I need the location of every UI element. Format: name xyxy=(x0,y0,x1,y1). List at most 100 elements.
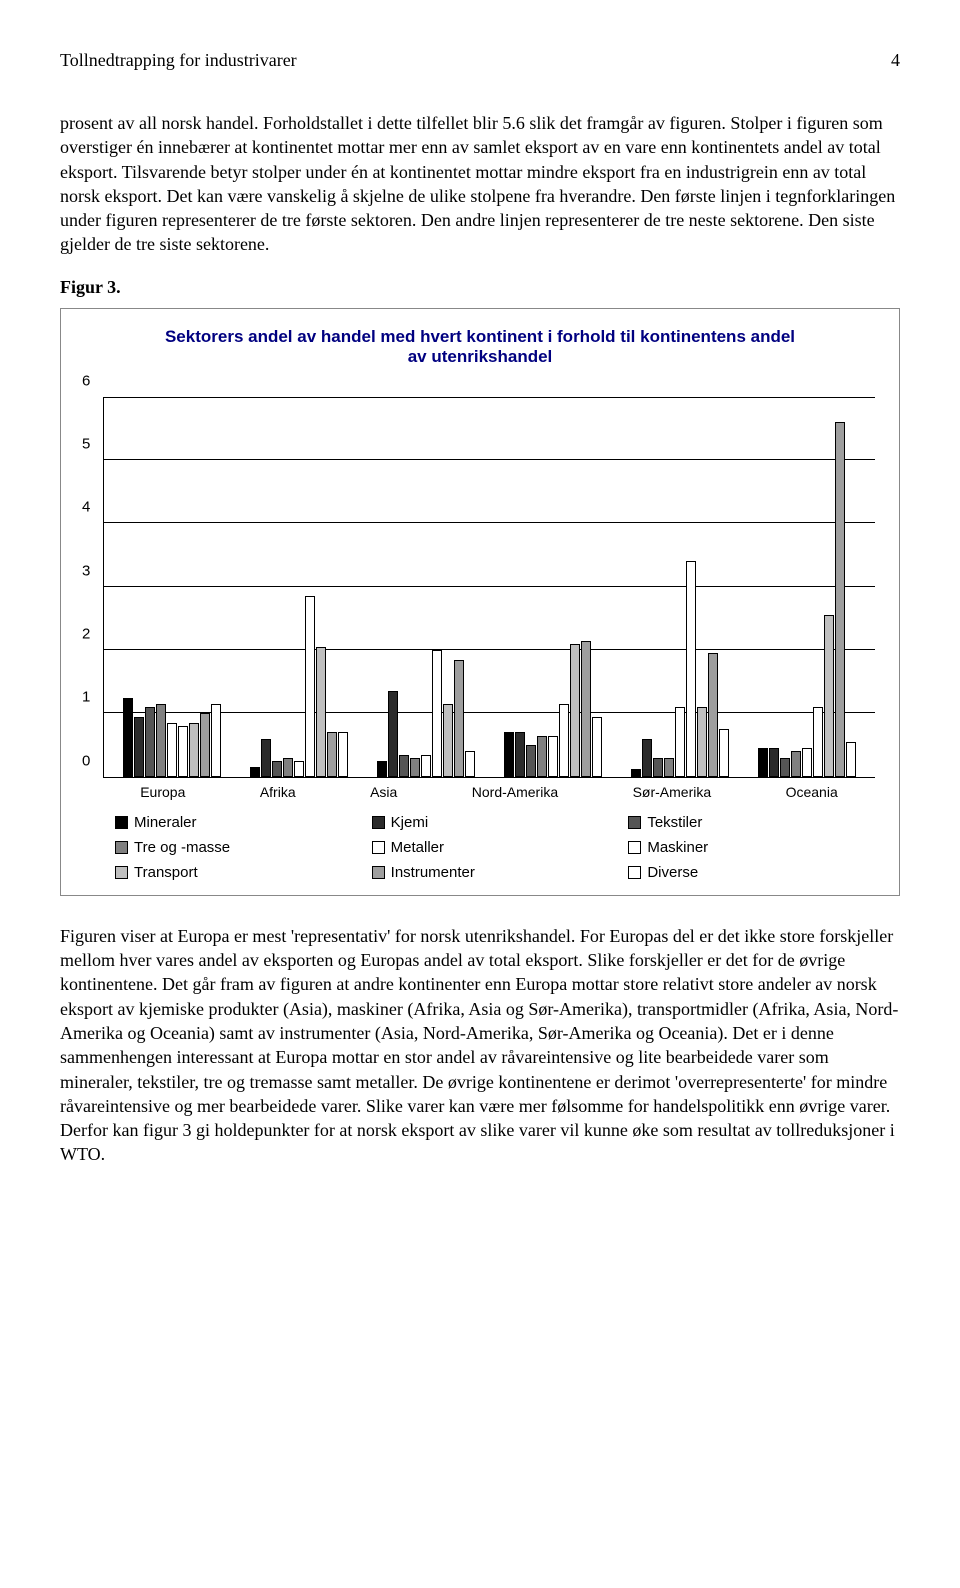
bar xyxy=(399,755,409,777)
bar xyxy=(156,704,166,777)
bar xyxy=(443,704,453,777)
legend-item: Tekstiler xyxy=(628,814,885,831)
bar xyxy=(769,748,779,777)
legend-label: Metaller xyxy=(391,839,444,856)
legend-swatch xyxy=(628,841,641,854)
legend-label: Tre og -masse xyxy=(134,839,230,856)
bar-group xyxy=(758,422,856,777)
bar xyxy=(515,732,525,776)
y-tick-label: 5 xyxy=(82,436,90,453)
bar-group xyxy=(123,698,221,777)
legend-swatch xyxy=(372,841,385,854)
y-tick-label: 3 xyxy=(82,562,90,579)
bar xyxy=(134,717,144,777)
bar xyxy=(327,732,337,776)
bar xyxy=(504,732,514,776)
bar xyxy=(526,745,536,777)
bar xyxy=(261,739,271,777)
bar xyxy=(272,761,282,777)
bar xyxy=(592,717,602,777)
running-header: Tollnedtrapping for industrivarer 4 xyxy=(60,50,900,71)
bar-groups xyxy=(104,397,875,777)
x-tick-label: Europa xyxy=(140,784,185,800)
bar xyxy=(708,653,718,777)
legend-swatch xyxy=(628,866,641,879)
legend-label: Instrumenter xyxy=(391,864,475,881)
bar xyxy=(410,758,420,777)
legend-item: Diverse xyxy=(628,864,885,881)
legend-swatch xyxy=(372,866,385,879)
paragraph-1: prosent av all norsk handel. Forholdstal… xyxy=(60,111,900,257)
bar xyxy=(581,641,591,777)
bar-group xyxy=(631,561,729,776)
bar xyxy=(559,704,569,777)
chart-x-labels: EuropaAfrikaAsiaNord-AmerikaSør-AmerikaO… xyxy=(103,778,875,800)
legend-label: Kjemi xyxy=(391,814,429,831)
bar xyxy=(824,615,834,777)
bar xyxy=(167,723,177,777)
bar xyxy=(791,751,801,776)
figure-label: Figur 3. xyxy=(60,277,900,298)
bar xyxy=(211,704,221,777)
bar xyxy=(719,729,729,777)
page-number: 4 xyxy=(891,50,900,71)
bar-group xyxy=(504,641,602,777)
legend-swatch xyxy=(115,841,128,854)
bar xyxy=(697,707,707,777)
bar xyxy=(846,742,856,777)
legend-label: Mineraler xyxy=(134,814,197,831)
bar xyxy=(675,707,685,777)
running-head-text: Tollnedtrapping for industrivarer xyxy=(60,50,297,71)
bar xyxy=(758,748,768,777)
bar xyxy=(653,758,663,777)
bar xyxy=(316,647,326,777)
bar xyxy=(548,736,558,777)
bar xyxy=(686,561,696,776)
bar xyxy=(465,751,475,776)
legend-swatch xyxy=(372,816,385,829)
legend-item: Instrumenter xyxy=(372,864,629,881)
bar xyxy=(377,761,387,777)
legend-item: Metaller xyxy=(372,839,629,856)
bar xyxy=(780,758,790,777)
bar xyxy=(631,769,641,777)
paragraph-2: Figuren viser at Europa er mest 'represe… xyxy=(60,924,900,1167)
chart-legend: Mineraler Kjemi Tekstiler Tre og -masse Meta… xyxy=(115,814,885,881)
chart-plot-area: 0123456 xyxy=(103,397,875,778)
bar xyxy=(802,748,812,777)
bar xyxy=(338,732,348,776)
chart-frame: Sektorers andel av handel med hvert kont… xyxy=(60,308,900,896)
y-tick-label: 4 xyxy=(82,499,90,516)
bar-group xyxy=(250,596,348,777)
chart-title: Sektorers andel av handel med hvert kont… xyxy=(156,327,804,367)
legend-label: Diverse xyxy=(647,864,698,881)
bar xyxy=(388,691,398,777)
bar xyxy=(200,713,210,776)
x-tick-label: Nord-Amerika xyxy=(472,784,558,800)
bar xyxy=(664,758,674,777)
bar xyxy=(570,644,580,777)
bar xyxy=(813,707,823,777)
legend-item: Mineraler xyxy=(115,814,372,831)
bar xyxy=(178,726,188,777)
x-tick-label: Oceania xyxy=(786,784,838,800)
bar xyxy=(454,660,464,777)
legend-item: Kjemi xyxy=(372,814,629,831)
x-tick-label: Sør-Amerika xyxy=(633,784,712,800)
bar xyxy=(305,596,315,777)
bar xyxy=(432,650,442,777)
legend-swatch xyxy=(628,816,641,829)
legend-label: Tekstiler xyxy=(647,814,702,831)
legend-item: Maskiner xyxy=(628,839,885,856)
bar xyxy=(250,767,260,777)
y-tick-label: 0 xyxy=(82,752,90,769)
bar xyxy=(835,422,845,777)
legend-swatch xyxy=(115,866,128,879)
bar xyxy=(283,758,293,777)
x-tick-label: Asia xyxy=(370,784,397,800)
legend-item: Transport xyxy=(115,864,372,881)
legend-label: Maskiner xyxy=(647,839,708,856)
y-tick-label: 2 xyxy=(82,626,90,643)
bar xyxy=(145,707,155,777)
bar xyxy=(421,755,431,777)
